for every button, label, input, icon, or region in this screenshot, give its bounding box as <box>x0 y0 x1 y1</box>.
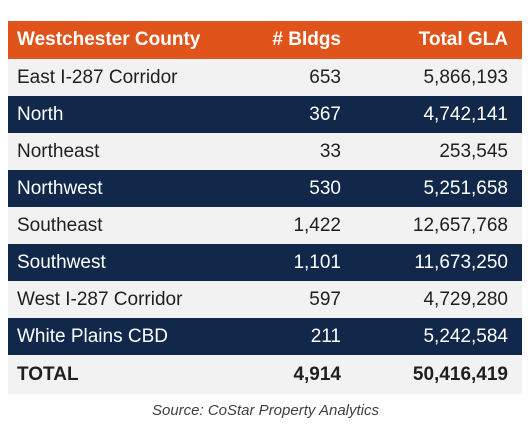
row-bldgs: 530 <box>309 177 341 199</box>
row-bldgs: 1,101 <box>293 251 341 273</box>
row-name: White Plains CBD <box>17 325 168 347</box>
table-row: Southwest 1,101 11,673,250 <box>8 244 522 281</box>
header-gla: Total GLA <box>418 29 508 50</box>
row-gla: 4,729,280 <box>423 288 508 310</box>
row-gla: 4,742,141 <box>423 103 508 125</box>
row-bldgs: 653 <box>309 66 341 88</box>
total-label: TOTAL <box>17 363 79 385</box>
total-bldgs: 4,914 <box>293 363 341 385</box>
row-name: North <box>17 103 64 125</box>
source-note: Source: CoStar Property Analytics <box>151 402 380 419</box>
row-gla: 5,242,584 <box>423 325 508 347</box>
table-row: East I-287 Corridor 653 5,866,193 <box>8 59 522 96</box>
row-gla: 5,251,658 <box>423 177 508 199</box>
row-bldgs: 1,422 <box>293 214 341 236</box>
row-gla: 12,657,768 <box>412 214 508 236</box>
row-name: Northeast <box>17 140 100 162</box>
data-table: Westchester County # Bldgs Total GLA Eas… <box>8 21 522 394</box>
total-gla: 50,416,419 <box>412 363 508 385</box>
table-row: Northeast 33 253,545 <box>8 133 522 170</box>
row-bldgs: 367 <box>309 103 341 125</box>
row-bldgs: 597 <box>309 288 341 310</box>
row-gla: 253,545 <box>439 140 508 162</box>
table-row: North 367 4,742,141 <box>8 96 522 133</box>
table-row: West I-287 Corridor 597 4,729,280 <box>8 281 522 318</box>
row-name: East I-287 Corridor <box>17 66 178 88</box>
table-header: Westchester County # Bldgs Total GLA <box>8 21 522 59</box>
header-bldgs: # Bldgs <box>272 29 341 50</box>
table-row: Southeast 1,422 12,657,768 <box>8 207 522 244</box>
row-name: Southwest <box>17 251 106 273</box>
row-name: West I-287 Corridor <box>17 288 183 310</box>
table-row: White Plains CBD 211 5,242,584 <box>8 318 522 355</box>
header-county: Westchester County <box>17 29 201 50</box>
table-row: Northwest 530 5,251,658 <box>8 170 522 207</box>
row-gla: 5,866,193 <box>423 66 508 88</box>
row-bldgs: 33 <box>319 140 341 162</box>
row-name: Southeast <box>17 214 103 236</box>
row-name: Northwest <box>17 177 103 199</box>
row-bldgs: 211 <box>310 325 341 347</box>
row-gla: 11,673,250 <box>414 251 508 273</box>
total-row: TOTAL 4,914 50,416,419 <box>8 355 522 394</box>
